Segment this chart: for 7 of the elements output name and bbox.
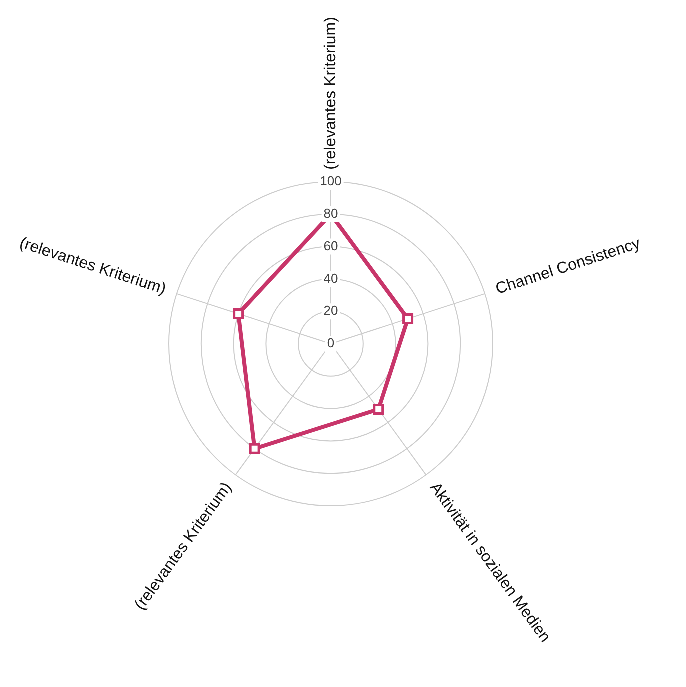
y-tick-label: 100 [320, 174, 342, 189]
y-tick-label: 80 [324, 206, 338, 221]
spoke-label: (relevantes Kriterium) [322, 17, 340, 170]
y-tick-label: 0 [327, 336, 335, 351]
y-tick-label: 60 [324, 238, 338, 254]
y-tick-label: 20 [324, 303, 338, 318]
y-tick-label: 40 [324, 270, 338, 286]
